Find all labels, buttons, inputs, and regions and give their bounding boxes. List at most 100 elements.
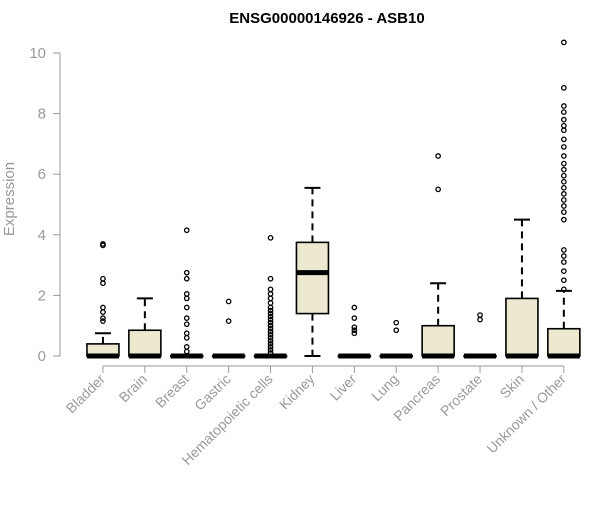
box-prostate — [463, 312, 497, 359]
outlier-point — [183, 334, 190, 341]
x-tick-label: Unknown / Other — [483, 371, 569, 457]
outlier-point — [183, 304, 190, 311]
outlier-point — [267, 319, 274, 326]
outlier-point — [560, 184, 567, 191]
box-bladder — [86, 241, 120, 359]
outlier-point — [183, 348, 190, 355]
x-tick-label: Bladder — [63, 371, 109, 417]
outlier-point — [183, 315, 190, 321]
outlier-point — [560, 247, 567, 253]
outlier-point — [183, 227, 190, 234]
outlier-point — [560, 109, 567, 115]
y-tick-label: 2 — [38, 287, 46, 304]
outlier-point — [100, 304, 106, 311]
outlier-point — [560, 286, 567, 293]
x-tick-label: Lung — [368, 371, 401, 404]
outlier-point — [560, 191, 567, 197]
box-rect — [547, 327, 581, 357]
y-tick-label: 0 — [38, 348, 46, 365]
outlier-point — [100, 280, 106, 287]
outlier-point — [560, 197, 567, 203]
outlier-point — [351, 330, 358, 337]
box-unknown-other — [547, 39, 581, 359]
outlier-point — [267, 295, 274, 302]
outlier-point — [267, 300, 274, 306]
outlier-point — [560, 103, 567, 109]
y-tick-label: 8 — [38, 106, 46, 123]
outlier-point — [560, 178, 567, 185]
outlier-point — [225, 318, 232, 325]
box-rect — [128, 329, 162, 357]
outlier-point — [560, 153, 567, 159]
box-rect — [421, 324, 455, 357]
outlier-point — [100, 241, 106, 247]
outlier-point — [560, 203, 567, 209]
outlier-point — [183, 330, 190, 337]
outlier-point — [267, 331, 274, 338]
outlier-point — [560, 116, 567, 123]
outlier-point — [267, 328, 274, 335]
outlier-point — [351, 324, 358, 331]
outlier-point — [560, 136, 567, 143]
outlier-point — [183, 321, 190, 328]
outlier-point — [183, 295, 190, 302]
box-rect — [295, 241, 330, 315]
outlier-point — [393, 327, 400, 334]
outlier-point — [267, 337, 274, 344]
y-tick-label: 10 — [29, 45, 46, 62]
outlier-point — [267, 234, 274, 241]
outlier-point — [100, 318, 106, 325]
outlier-point — [560, 277, 567, 284]
x-tick-label: Breast — [152, 371, 192, 411]
y-tick-label: 6 — [38, 166, 46, 183]
outlier-point — [267, 307, 274, 314]
outlier-point — [393, 319, 400, 326]
y-axis-label: Expression — [1, 162, 18, 236]
y-axis: 0 2 4 6 8 10 — [29, 45, 61, 365]
outlier-point — [267, 275, 274, 282]
outlier-point — [560, 216, 567, 223]
outlier-point — [351, 315, 358, 321]
outlier-point — [351, 327, 358, 334]
outlier-point — [267, 350, 274, 356]
outlier-point — [435, 153, 441, 159]
outlier-point — [267, 313, 274, 320]
x-tick-label: Skin — [497, 371, 528, 402]
x-tick-label: Kidney — [276, 371, 318, 413]
outlier-point — [435, 186, 441, 193]
outlier-point — [477, 312, 483, 318]
chart-title: ENSG00000146926 - ASB10 — [229, 10, 424, 27]
box-brain — [128, 297, 162, 359]
outlier-point — [560, 160, 567, 167]
outlier-point — [560, 127, 567, 134]
outlier-point — [225, 298, 232, 305]
outlier-point — [267, 291, 274, 297]
x-tick-label: Prostate — [437, 371, 485, 419]
outlier-point — [267, 347, 274, 353]
box-rect — [505, 297, 539, 357]
outlier-point — [183, 275, 190, 282]
box-kidney — [295, 186, 330, 357]
outlier-point — [267, 322, 274, 329]
outlier-point — [267, 341, 274, 347]
outlier-point — [267, 304, 274, 311]
outlier-point — [267, 325, 274, 332]
outlier-point — [560, 166, 567, 173]
x-tick-label: Liver — [327, 371, 360, 404]
y-tick-label: 4 — [38, 227, 46, 244]
box-breast — [169, 227, 204, 359]
outlier-point — [560, 39, 567, 46]
outlier-point — [560, 268, 567, 275]
outlier-point — [560, 122, 567, 129]
outlier-point — [351, 304, 358, 311]
boxes-group — [86, 39, 581, 359]
outlier-point — [267, 344, 274, 350]
outlier-point — [183, 291, 190, 297]
outlier-point — [100, 309, 106, 315]
outlier-point — [267, 286, 274, 293]
box-lung — [379, 319, 414, 359]
outlier-point — [477, 316, 483, 323]
outlier-point — [100, 315, 106, 321]
